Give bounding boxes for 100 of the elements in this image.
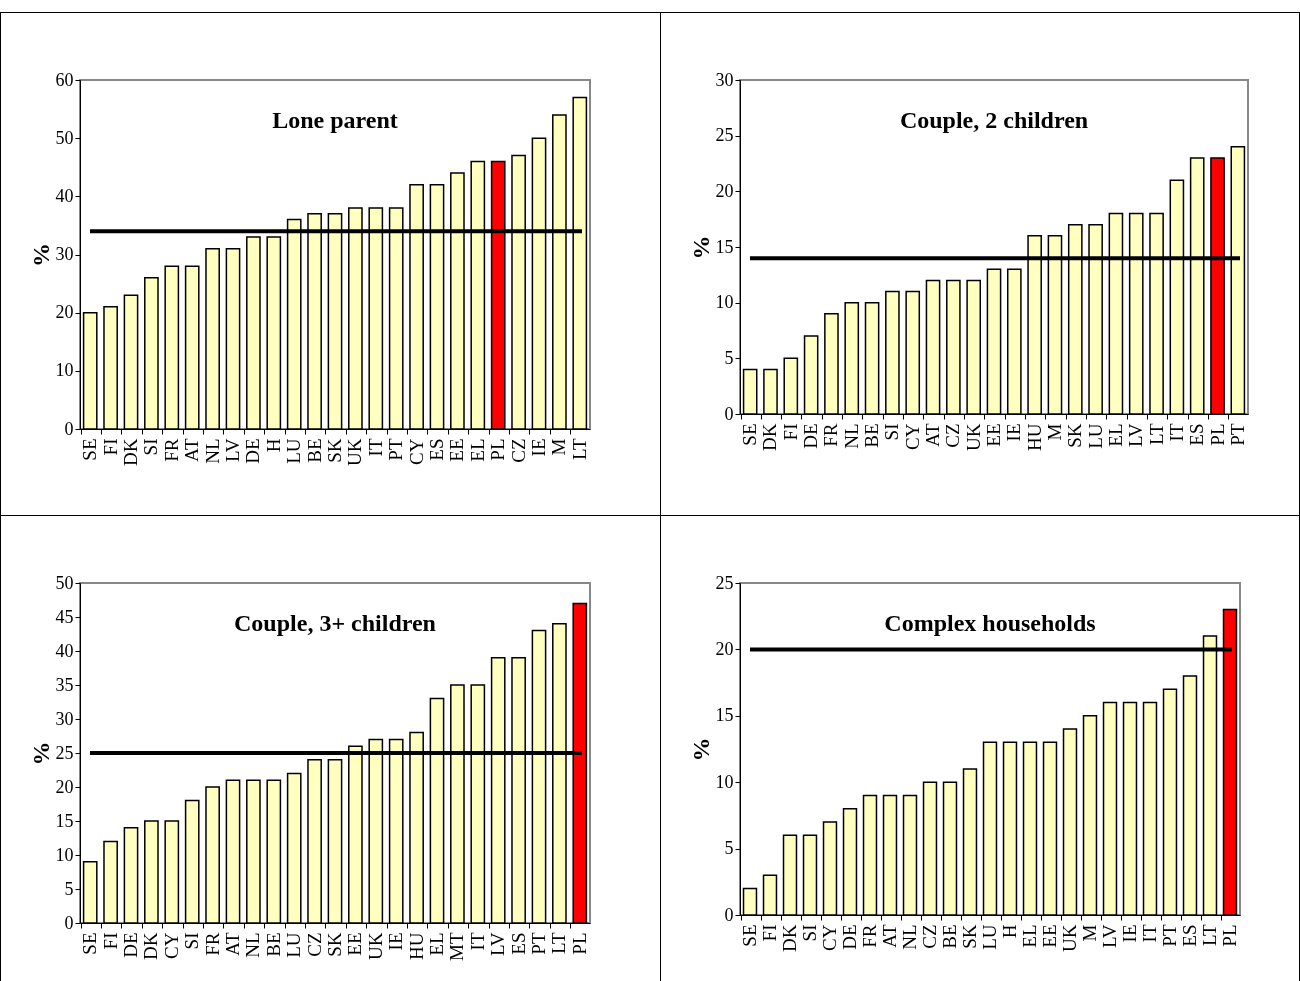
y-tick-label: 25 bbox=[715, 125, 734, 146]
x-tick-label: LT bbox=[548, 932, 570, 954]
x-tick-label: EE bbox=[446, 438, 468, 462]
y-tick-label: 20 bbox=[715, 638, 734, 659]
y-tick-label: 10 bbox=[55, 360, 74, 381]
x-tick-label: EL bbox=[426, 932, 447, 956]
x-tick-label: DK bbox=[140, 932, 162, 960]
x-tick-label: SK bbox=[324, 932, 345, 957]
x-tick-label: CZ bbox=[303, 932, 325, 957]
text: Couple, 2 children bbox=[899, 107, 1089, 133]
y-tick-label: 5 bbox=[724, 347, 734, 368]
text: Couple, 3+ children bbox=[234, 610, 436, 636]
x-tick-label: LT bbox=[1145, 423, 1167, 445]
text: Complex households bbox=[884, 610, 1096, 636]
x-tick-label: IE bbox=[385, 932, 407, 951]
x-tick-label: M bbox=[1079, 924, 1100, 942]
y-tick-label: 10 bbox=[55, 844, 74, 865]
x-tick-label: LU bbox=[283, 438, 305, 464]
y-tick-label: 15 bbox=[55, 810, 74, 831]
x-tick-label: DE bbox=[800, 423, 822, 449]
y-tick-label: 30 bbox=[55, 708, 74, 729]
x-tick-label: EE bbox=[983, 423, 1004, 447]
x-tick-label: HU bbox=[405, 932, 427, 960]
x-tick-label: IE bbox=[1119, 924, 1140, 943]
x-tick-label: ES bbox=[426, 438, 447, 461]
x-tick-label: IE bbox=[1003, 423, 1025, 442]
y-axis-title: % bbox=[27, 243, 54, 267]
x-tick-label: CY bbox=[405, 438, 427, 465]
y-tick-label: 35 bbox=[55, 674, 74, 695]
x-tick-label: SI bbox=[140, 438, 162, 456]
text: Lone parent bbox=[272, 107, 398, 133]
y-tick-label: 15 bbox=[715, 705, 734, 726]
y-tick-label: 50 bbox=[55, 127, 74, 148]
x-tick-label: CY bbox=[901, 423, 923, 450]
y-tick-label: 20 bbox=[55, 302, 74, 323]
x-tick-label: PL bbox=[1219, 924, 1240, 947]
x-tick-label: SK bbox=[1064, 423, 1086, 448]
y-tick-label: 10 bbox=[715, 292, 734, 313]
x-tick-label: BE bbox=[303, 438, 325, 463]
x-tick-label: EL bbox=[466, 438, 488, 462]
y-tick-label: 25 bbox=[55, 742, 74, 763]
x-tick-label: SI bbox=[799, 924, 820, 942]
y-axis-title: % bbox=[687, 737, 714, 762]
x-tick-label: UK bbox=[364, 932, 386, 960]
x-tick-label: HU bbox=[1023, 423, 1045, 451]
x-tick-label: FI bbox=[759, 924, 780, 942]
x-tick-label: FR bbox=[820, 423, 842, 447]
y-tick-label: 0 bbox=[724, 403, 734, 424]
x-tick-label: PT bbox=[385, 438, 407, 461]
x-tick-label: CZ bbox=[919, 924, 940, 949]
x-tick-label: PL bbox=[1206, 423, 1228, 446]
x-tick-label: CY bbox=[819, 924, 840, 951]
x-tick-label: DK bbox=[120, 438, 141, 466]
x-tick-label: DK bbox=[759, 423, 781, 451]
x-tick-label: SE bbox=[79, 932, 101, 955]
y-tick-label: 30 bbox=[715, 69, 734, 90]
x-tick-label: AT bbox=[879, 924, 900, 948]
y-tick-label: 10 bbox=[715, 771, 734, 792]
x-tick-label: H bbox=[999, 924, 1020, 939]
x-tick-label: LV bbox=[487, 932, 509, 957]
x-tick-label: EL bbox=[1019, 924, 1040, 948]
y-tick-label: 40 bbox=[55, 640, 74, 661]
x-tick-label: SE bbox=[79, 438, 101, 461]
x-tick-label: UK bbox=[1059, 924, 1080, 952]
x-tick-label: NL bbox=[899, 924, 920, 950]
x-tick-label: DE bbox=[839, 924, 860, 950]
x-tick-label: M bbox=[548, 438, 570, 456]
x-tick-label: SK bbox=[324, 438, 345, 463]
x-tick-label: FI bbox=[99, 438, 121, 456]
x-tick-label: IT bbox=[1139, 924, 1160, 943]
y-tick-label: 5 bbox=[724, 838, 734, 859]
y-tick-label: 20 bbox=[55, 776, 74, 797]
x-tick-label: H bbox=[262, 438, 284, 453]
x-tick-label: CZ bbox=[507, 438, 529, 463]
y-tick-label: 50 bbox=[55, 572, 74, 593]
x-tick-label: EL bbox=[1104, 423, 1126, 447]
x-tick-label: AT bbox=[181, 438, 203, 462]
y-tick-label: 5 bbox=[64, 878, 74, 899]
y-tick-label: 45 bbox=[55, 606, 74, 627]
x-tick-label: FR bbox=[160, 438, 182, 462]
x-tick-label: LV bbox=[1125, 423, 1147, 448]
x-tick-label: PT bbox=[1159, 924, 1180, 947]
y-tick-label: 40 bbox=[55, 185, 74, 206]
x-tick-label: IT bbox=[364, 438, 386, 457]
x-tick-label: LV bbox=[222, 438, 243, 463]
y-tick-label: 15 bbox=[715, 236, 734, 257]
x-tick-label: SE bbox=[739, 423, 761, 446]
x-tick-label: IE bbox=[528, 438, 549, 457]
x-tick-label: SI bbox=[881, 423, 903, 441]
y-axis-title: % bbox=[27, 741, 54, 766]
x-tick-label: DK bbox=[779, 924, 800, 952]
x-tick-label: BE bbox=[262, 932, 284, 957]
x-tick-label: UK bbox=[962, 423, 984, 451]
x-tick-label: DE bbox=[120, 932, 141, 958]
x-tick-label: FI bbox=[779, 423, 801, 441]
y-tick-label: 30 bbox=[55, 244, 74, 264]
y-tick-label: 0 bbox=[64, 418, 74, 439]
x-tick-label: LT bbox=[568, 438, 590, 460]
x-tick-label: NL bbox=[242, 932, 264, 958]
x-tick-label: ES bbox=[507, 932, 529, 955]
